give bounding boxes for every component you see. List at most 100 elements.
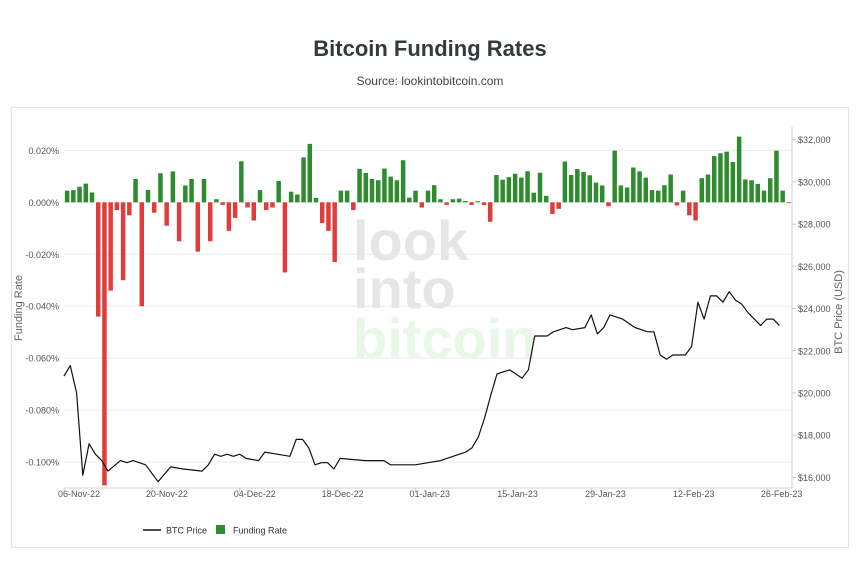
funding-rate-bar [705,174,711,203]
funding-rate-bar [786,202,792,204]
x-tick-label: 06-Nov-22 [58,489,100,499]
funding-rate-bar [463,201,468,203]
chart-title: Bitcoin Funding Rates [313,36,547,61]
funding-rate-bar [245,202,250,208]
funding-rate-bar [344,190,350,203]
y-left-tick-label: 0.020% [28,146,59,156]
funding-rate-bar [77,186,82,203]
axis-layer: 0.020% 0.000% -0.020% -0.040% -0.060% -0.080%… [25,127,831,499]
funding-rate-bar [270,202,275,208]
watermark: look into bitcoin [353,209,537,370]
x-tick-label: 01-Jan-23 [409,489,450,499]
y-left-tick-label: -0.020% [25,250,59,260]
funding-rate-bar [444,202,449,205]
y-right-tick-label: $20,000 [798,389,831,399]
funding-rate-bar [724,151,729,203]
legend-funding-rate-label[interactable]: Funding Rate [233,526,287,536]
funding-rate-bar [556,202,561,209]
funding-rate-bar [313,197,319,203]
funding-rate-bar [581,171,586,203]
y-right-tick-label: $32,000 [798,135,831,145]
x-tick-label: 18-Dec-22 [322,489,364,499]
y-right-tick-label: $16,000 [798,473,831,483]
funding-rate-bar [494,175,499,203]
funding-rate-bar [189,178,194,203]
x-tick-label: 26-Feb-23 [761,489,803,499]
funding-rate-bar [338,190,344,203]
funding-rate-bar [176,202,182,242]
funding-rate-bar [64,190,70,203]
funding-rate-bar [687,202,692,216]
funding-rate-bar [425,190,431,203]
funding-rate-bar [419,202,425,208]
funding-rate-bar [718,153,723,203]
funding-rate-bar [332,202,337,263]
x-tick-label: 04-Dec-22 [234,489,276,499]
funding-rate-bar [674,202,680,206]
funding-rate-bar [375,180,381,203]
funding-rate-bar [288,191,294,203]
funding-rate-bar [282,202,288,273]
funding-rate-bar [662,185,667,203]
funding-rate-bar [407,197,412,203]
funding-rate-bar [755,183,761,203]
funding-rate-bar [301,157,306,203]
funding-rate-bar [736,136,742,203]
funding-rate-bar [624,187,630,203]
y-right-axis-title: BTC Price (USD) [833,270,845,354]
y-left-tick-label: -0.040% [25,302,59,312]
funding-rate-bar [562,161,568,203]
funding-rate-bar [780,190,785,203]
funding-rate-bar [133,178,138,203]
funding-rate-bar [575,169,580,203]
funding-rate-bar [400,160,406,203]
funding-rate-bar [730,162,736,203]
funding-rate-bar [431,185,437,203]
funding-rate-bar [413,190,418,203]
funding-rate-bar [525,171,530,203]
funding-rate-bar [139,202,145,307]
funding-rate-bar [469,202,474,205]
funding-rate-bar [500,179,505,203]
funding-rate-bar [519,177,524,203]
funding-rate-bar [263,202,269,211]
btc-price-line [63,291,780,483]
funding-rate-bar [114,202,120,211]
chart-frame [11,107,849,548]
funding-rate-bar [693,202,698,221]
funding-rate-bar [643,177,649,203]
x-tick-label: 12-Feb-23 [673,489,715,499]
legend-funding-rate-swatch [216,525,225,534]
funding-rate-bar [170,171,176,203]
funding-rate-bar [295,194,300,203]
y-left-tick-label: -0.080% [25,406,59,416]
legend-btc-price-label[interactable]: BTC Price [166,526,207,536]
watermark-look: look [353,209,469,272]
funding-rate-bar [158,173,163,203]
y-left-axis-title: Funding Rate [13,275,25,341]
legend: BTC Price Funding Rate [143,525,287,536]
funding-rate-bar [164,202,169,226]
line-layer [63,291,780,483]
y-left-tick-label: -0.100% [25,458,59,468]
funding-rate-bar [83,183,89,203]
grid-layer [64,149,792,463]
funding-rate-bar [239,161,244,203]
funding-rate-bar [326,202,331,231]
funding-rate-bar [195,202,201,252]
y-left-tick-label: -0.060% [25,354,59,364]
y-right-tick-label: $22,000 [798,346,831,356]
funding-rate-bar [749,180,754,203]
funding-rate-bar [743,179,748,203]
funding-rate-bar [774,150,779,203]
funding-rate-bar [599,185,605,203]
funding-rate-bar [319,202,325,224]
funding-rate-bar [550,202,555,215]
funding-rate-bar [108,202,113,291]
funding-rate-bar [363,172,369,203]
funding-rate-bar [183,185,188,203]
funding-rate-bar [606,202,611,207]
funding-rate-bar [631,167,636,203]
funding-rate-bar [481,202,487,205]
